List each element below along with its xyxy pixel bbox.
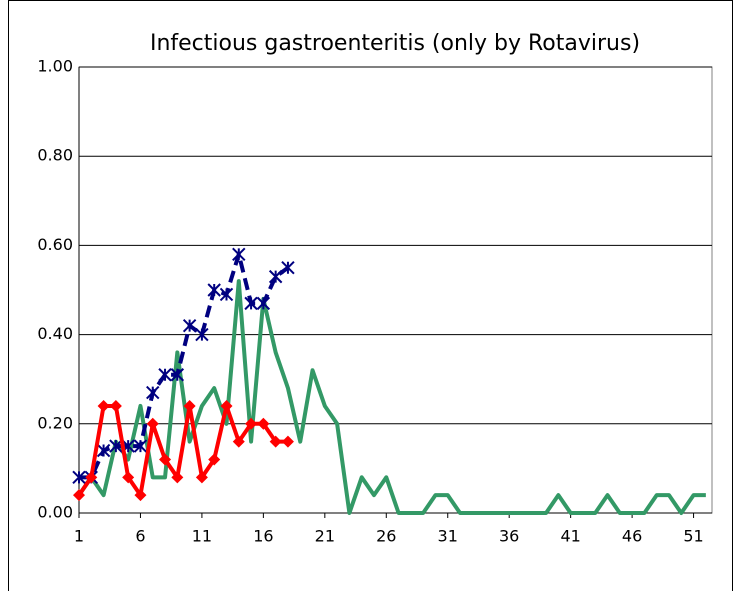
marker [256, 296, 271, 311]
marker [97, 399, 110, 412]
series-line [77, 279, 706, 515]
y-tick-label: 0.40 [37, 324, 73, 343]
x-tick-label: 26 [376, 527, 396, 546]
marker [109, 399, 122, 412]
marker [73, 489, 85, 502]
plot-area [78, 66, 713, 514]
x-tick-label: 46 [622, 527, 642, 546]
chart-frame [8, 0, 733, 591]
x-tick-label: 21 [315, 527, 335, 546]
marker [183, 399, 196, 412]
marker [170, 368, 185, 382]
y-tick-label: 1.00 [37, 57, 73, 76]
marker [269, 435, 282, 448]
marker [146, 417, 159, 430]
chart-title: Infectious gastroenteritis (only by Rota… [150, 31, 640, 56]
y-tick-label: 0.60 [37, 235, 73, 254]
y-tick-label: 0.20 [37, 413, 73, 432]
marker [109, 439, 123, 453]
x-tick-label: 6 [135, 527, 145, 546]
marker [232, 247, 246, 262]
marker [219, 287, 234, 302]
marker [195, 471, 208, 484]
marker [195, 327, 209, 342]
marker [257, 417, 270, 430]
marker [122, 471, 135, 484]
y-tick-label: 0.00 [37, 503, 73, 522]
marker [281, 435, 294, 448]
x-tick-label: 31 [438, 527, 458, 546]
marker [208, 453, 221, 466]
marker [232, 435, 245, 448]
marker [207, 283, 221, 297]
marker [245, 417, 258, 430]
x-tick-label: 36 [499, 527, 519, 546]
marker [133, 439, 148, 453]
x-tick-label: 16 [253, 527, 273, 546]
marker [96, 443, 111, 458]
marker [171, 471, 184, 484]
series-line [79, 252, 290, 480]
x-tick-label: 11 [192, 527, 212, 546]
marker [220, 399, 233, 412]
marker [159, 453, 172, 466]
marker [158, 368, 172, 382]
marker [182, 318, 197, 333]
marker [85, 471, 98, 484]
marker [281, 260, 295, 275]
marker [268, 269, 283, 284]
x-tick-label: 1 [74, 527, 84, 546]
marker [244, 296, 258, 311]
y-tick-label: 0.80 [37, 146, 73, 165]
x-tick-label: 41 [560, 527, 580, 546]
x-tick-label: 51 [683, 527, 703, 546]
marker [72, 470, 86, 485]
marker [146, 385, 160, 400]
marker [134, 489, 147, 502]
